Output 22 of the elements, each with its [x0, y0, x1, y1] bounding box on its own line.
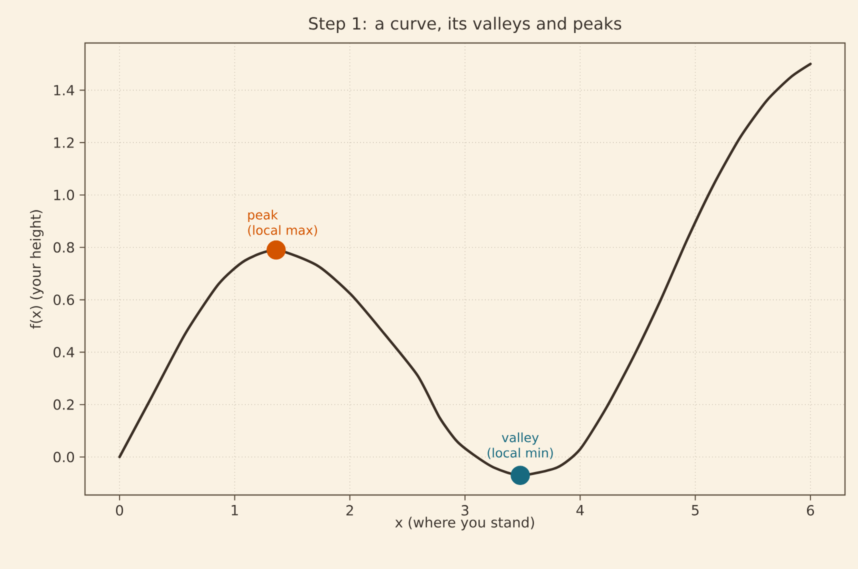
x-tick-label: 2 [346, 505, 353, 516]
chart-title: Step 1: a curve, its valleys and peaks [309, 16, 622, 33]
y-tick-label: 0.0 [54, 452, 74, 462]
annotation: peak [248, 210, 278, 222]
x-tick-label: 1 [232, 505, 238, 516]
y-tick-label: 1.0 [54, 190, 74, 200]
x-tick-label: 4 [576, 505, 584, 516]
y-tick-label: 1.4 [54, 85, 74, 96]
annotation: (local min) [488, 448, 553, 460]
y-tick-label: 0.4 [54, 346, 74, 358]
y-tick-label: 1.2 [54, 137, 74, 148]
y-axis-title: f(x) (your height) [30, 210, 44, 329]
x-tick-label: 5 [692, 505, 699, 516]
x-tick-label: 6 [806, 505, 814, 516]
y-tick-label: 0.2 [54, 399, 74, 410]
x-tick-label: 0 [116, 505, 124, 516]
annotation: valley [502, 432, 539, 445]
x-tick-label: 3 [462, 505, 468, 516]
y-tick-label: 0.6 [54, 294, 74, 306]
y-tick-label: 0.8 [54, 242, 74, 253]
x-axis-title: x (where you stand) [395, 516, 534, 530]
annotation: (local max) [248, 225, 318, 236]
